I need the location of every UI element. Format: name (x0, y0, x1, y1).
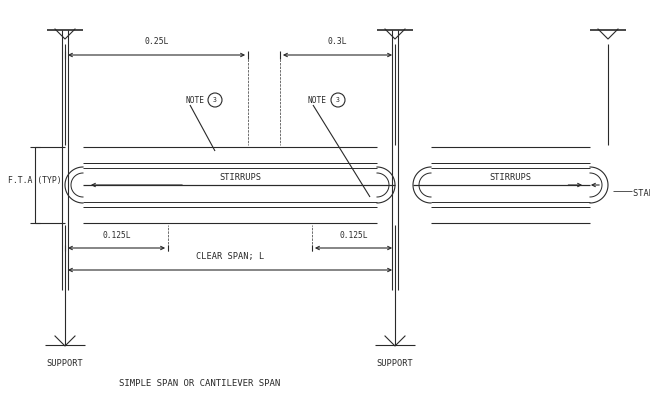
Text: 3: 3 (336, 97, 340, 103)
Text: 0.125L: 0.125L (102, 231, 131, 240)
Text: 0.25L: 0.25L (144, 37, 169, 46)
Text: CLEAR SPAN; L: CLEAR SPAN; L (196, 252, 264, 261)
Text: STANDARD HOOK: STANDARD HOOK (633, 188, 650, 198)
Text: NOTE: NOTE (185, 96, 204, 105)
Text: F.T.A (TYP): F.T.A (TYP) (8, 176, 62, 184)
Text: SUPPORT: SUPPORT (47, 359, 83, 368)
Text: 0.125L: 0.125L (339, 231, 368, 240)
Text: SUPPORT: SUPPORT (376, 359, 413, 368)
Text: 0.3L: 0.3L (328, 37, 347, 46)
Text: STIRRUPS: STIRRUPS (219, 172, 261, 182)
Text: NOTE: NOTE (308, 96, 327, 105)
Text: 3: 3 (213, 97, 217, 103)
Text: SIMPLE SPAN OR CANTILEVER SPAN: SIMPLE SPAN OR CANTILEVER SPAN (120, 379, 281, 388)
Text: STIRRUPS: STIRRUPS (489, 172, 532, 182)
